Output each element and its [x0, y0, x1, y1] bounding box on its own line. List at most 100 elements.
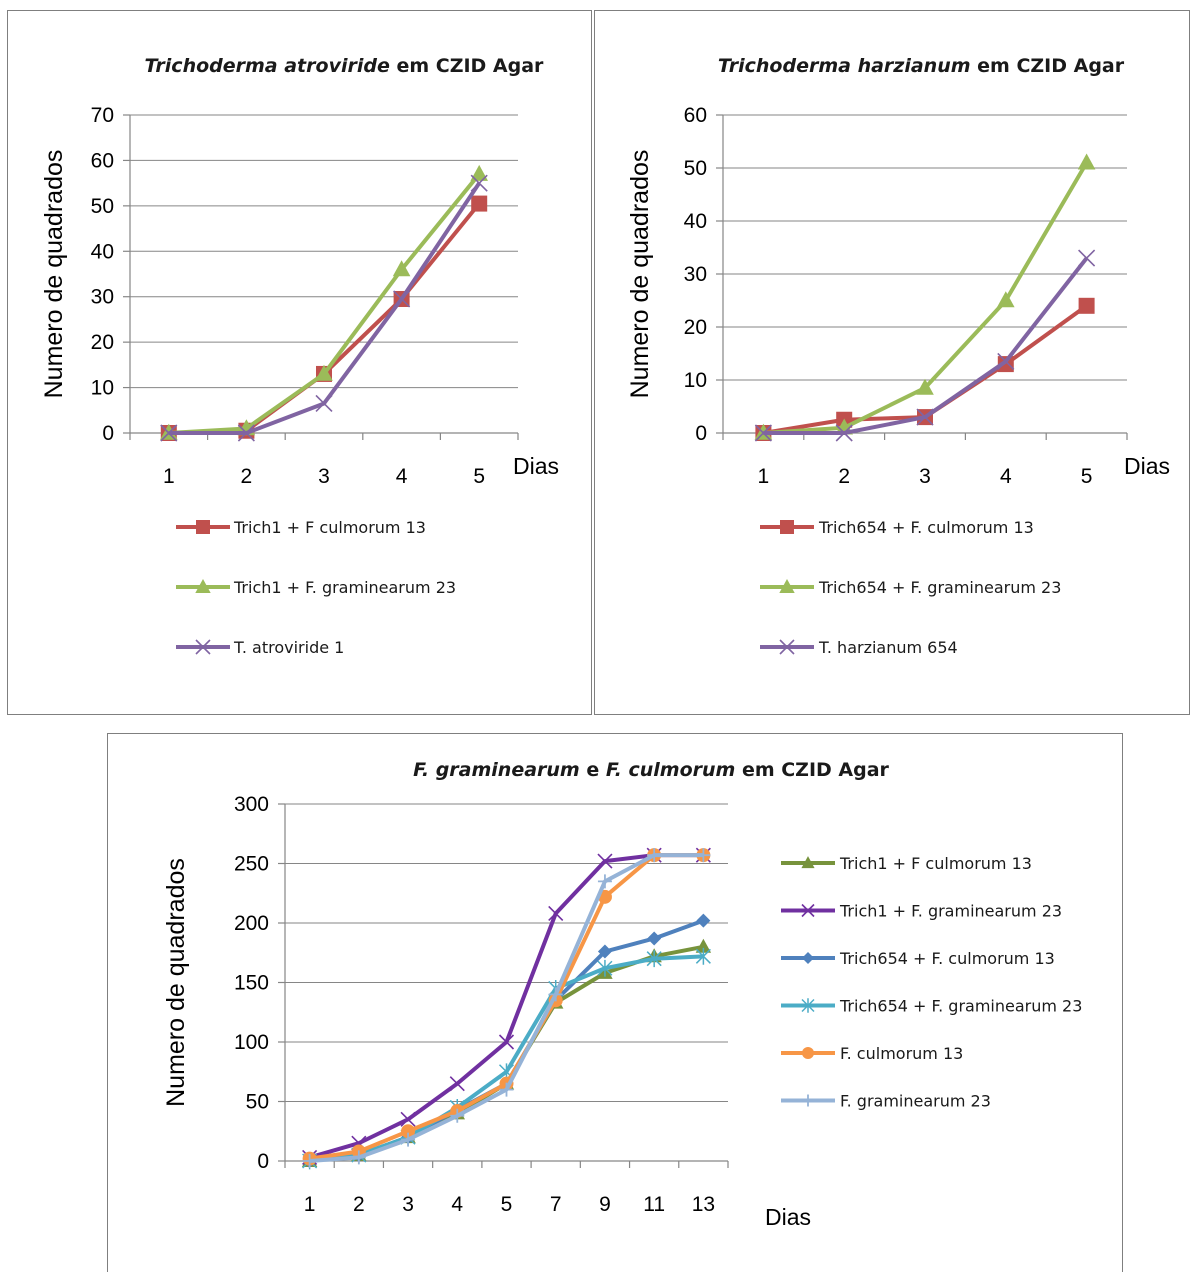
data-point — [695, 938, 712, 953]
y-tick-label: 0 — [257, 1150, 269, 1173]
legend-marker — [801, 856, 815, 869]
data-point — [597, 959, 613, 977]
chart-title-part: Trichoderma harzianum — [718, 55, 971, 77]
data-point — [916, 408, 934, 426]
legend-label: Trich1 + F culmorum 13 — [233, 518, 426, 537]
x-tick-label: 11 — [643, 1193, 665, 1216]
data-point — [646, 950, 662, 968]
legend-marker — [802, 1047, 814, 1059]
legend-marker — [195, 578, 211, 593]
legend-marker — [195, 639, 211, 655]
series-4 — [302, 947, 711, 1170]
y-tick-label: 200 — [234, 912, 269, 935]
data-point — [997, 356, 1014, 373]
data-point — [1077, 153, 1096, 170]
y-axis-label: Numero de quadrados — [162, 858, 190, 1107]
y-tick-label: 50 — [246, 1091, 269, 1114]
legend-item: F. culmorum 13 — [781, 1044, 963, 1063]
legend-item: F. graminearum 23 — [781, 1092, 991, 1111]
legend-marker — [779, 578, 795, 593]
data-point — [470, 164, 488, 181]
chart-title: Trichoderma harzianum em CZID Agar — [718, 55, 1125, 77]
x-tick-label: 4 — [451, 1193, 463, 1216]
y-tick-label: 250 — [234, 853, 269, 876]
y-tick-label: 60 — [684, 104, 707, 127]
x-tick-label: 9 — [599, 1193, 611, 1216]
series-1 — [755, 297, 1095, 441]
data-point — [400, 1111, 416, 1127]
chart-panel-atroviride: Trichoderma atroviride em CZID Agar 0 10 20… — [7, 10, 592, 715]
chart-title: F. graminearum e F. culmorum em CZID Aga… — [413, 759, 889, 781]
chart-harzianum: Trichoderma harzianum em CZID Agar 0 10 20 3… — [626, 55, 1170, 657]
y-tick-label: 100 — [234, 1031, 269, 1054]
data-point — [449, 1076, 465, 1092]
y-tick-label: 0 — [695, 422, 707, 445]
y-axis-label: Numero de quadrados — [40, 150, 68, 399]
series-line — [309, 853, 704, 1163]
data-point — [237, 424, 255, 442]
data-point — [997, 291, 1015, 308]
legend-item: Trich654 + F. graminearum 23 — [781, 997, 1082, 1016]
legend-label: Trich1 + F. graminearum 23 — [839, 902, 1062, 921]
legend-item: Trich654 + F. culmorum 13 — [760, 518, 1034, 537]
x-tick-label: 3 — [402, 1193, 414, 1216]
chart-title-part: F. graminearum — [413, 759, 580, 781]
legend-label: F. graminearum 23 — [840, 1092, 991, 1111]
x-tick-label: 5 — [1081, 465, 1093, 488]
y-tick-label: 10 — [91, 377, 114, 400]
x-tick-label: 2 — [838, 465, 850, 488]
x-axis-label: Dias — [1124, 453, 1170, 479]
series-3 — [160, 174, 488, 442]
data-point — [450, 1108, 465, 1123]
y-tick-label: 0 — [102, 422, 114, 445]
data-point — [401, 1124, 416, 1139]
y-tick-label: 20 — [91, 331, 114, 354]
data-point — [835, 424, 853, 442]
data-point — [315, 364, 333, 381]
chart-title-part: F. culmorum — [606, 759, 735, 781]
chart-title: Trichoderma atroviride em CZID Agar — [145, 55, 545, 77]
x-tick-label: 5 — [501, 1193, 513, 1216]
x-tick-label: 3 — [318, 465, 330, 488]
legend-marker — [780, 520, 794, 534]
chart-fusarium: F. graminearum e F. culmorum em CZID Aga… — [162, 759, 1082, 1230]
legend-marker — [196, 520, 210, 534]
legend-marker — [802, 952, 814, 964]
legend-label: T. harzianum 654 — [818, 638, 958, 657]
y-tick-label: 20 — [684, 316, 707, 339]
legend-marker — [779, 639, 795, 655]
y-tick-label: 60 — [91, 149, 114, 172]
data-point — [351, 1150, 366, 1165]
legend-label: Trich654 + F. culmorum 13 — [818, 518, 1034, 537]
y-tick-label: 300 — [234, 793, 269, 816]
series-line — [168, 182, 481, 435]
y-axis-label: Numero de quadrados — [626, 150, 654, 399]
chart-panel-harzianum: Trichoderma harzianum em CZID Agar 0 10 20 3… — [594, 10, 1190, 715]
x-tick-label: 4 — [1000, 465, 1012, 488]
legend-item: Trich1 + F culmorum 13 — [781, 854, 1032, 873]
data-point — [696, 913, 711, 928]
legend: Trich654 + F. culmorum 13 Trich654 + F. g… — [760, 518, 1061, 657]
data-point — [471, 195, 488, 212]
series-6 — [302, 848, 711, 1168]
data-point — [1078, 297, 1095, 314]
series-line — [763, 256, 1089, 435]
data-point — [302, 1154, 317, 1168]
data-point — [754, 424, 772, 442]
y-tick-label: 10 — [684, 369, 707, 392]
y-tick-label: 30 — [684, 263, 707, 286]
data-point — [548, 905, 564, 922]
legend-item: T. atroviride 1 — [176, 638, 344, 657]
legend-label: Trich654 + F. culmorum 13 — [839, 949, 1055, 968]
data-point — [997, 352, 1015, 371]
data-point — [647, 848, 662, 863]
legend-item: T. harzianum 654 — [760, 638, 958, 657]
data-point — [393, 290, 411, 308]
legend: Trich1 + F culmorum 13 Trich1 + F. gramin… — [781, 854, 1082, 1111]
legend-label: Trich654 + F. graminearum 23 — [839, 997, 1082, 1016]
chart-title-part: em CZID Agar — [971, 55, 1125, 77]
y-tick-label: 30 — [91, 286, 114, 309]
data-point — [160, 424, 178, 442]
y-tick-label: 40 — [684, 210, 707, 233]
x-tick-label: 2 — [241, 465, 253, 488]
